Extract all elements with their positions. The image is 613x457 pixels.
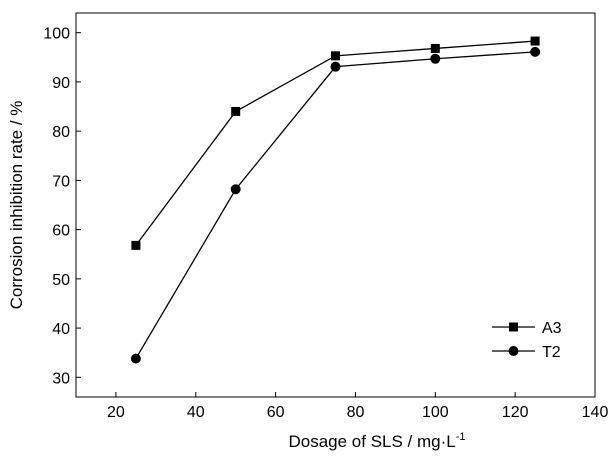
legend-marker <box>508 346 519 356</box>
y-tick-label: 90 <box>52 75 70 92</box>
legend-marker <box>509 322 518 332</box>
series-t2-point <box>330 61 341 72</box>
y-axis-ticks: 30 40 50 60 70 80 90 100 <box>43 26 81 387</box>
y-tick-label: 50 <box>52 272 70 289</box>
series-a3-point <box>430 43 440 53</box>
y-tick-label: 60 <box>52 223 70 240</box>
plot-frame <box>75 12 596 398</box>
y-tick-label: 100 <box>43 26 70 43</box>
y-tick-label: 30 <box>52 370 70 387</box>
legend-entry-t2: T2 <box>492 344 561 361</box>
series-t2-point <box>430 53 441 64</box>
legend-label: A3 <box>542 320 562 337</box>
x-axis-ticks: 20 40 60 80 100 120 140 <box>107 392 608 421</box>
legend-entry-a3: A3 <box>492 320 562 337</box>
series-a3-point <box>231 106 241 116</box>
x-tick-label: 120 <box>502 404 529 421</box>
y-tick-label: 80 <box>52 124 70 141</box>
series-layer <box>130 36 541 364</box>
series-t2 <box>130 46 541 364</box>
series-a3-line <box>135 40 536 246</box>
series-t2-point <box>130 353 141 364</box>
series-t2-line <box>135 51 536 359</box>
series-a3 <box>131 36 540 250</box>
x-tick-label: 20 <box>107 404 125 421</box>
x-tick-label: 80 <box>347 404 365 421</box>
x-axis-label: Dosage of SLS / mg·L-1 <box>288 431 465 451</box>
series-t2-point <box>530 46 541 57</box>
y-tick-label: 40 <box>52 321 70 338</box>
x-tick-label: 60 <box>267 404 285 421</box>
series-a3-point <box>331 51 340 61</box>
x-tick-label: 140 <box>582 404 609 421</box>
series-a3-point <box>530 36 540 46</box>
series-t2-point <box>230 184 241 195</box>
series-a3-point <box>131 240 141 250</box>
y-axis-label: Corrosion inhibition rate / % <box>7 101 26 310</box>
legend-label: T2 <box>542 344 561 361</box>
y-tick-label: 70 <box>52 173 70 190</box>
x-axis-label-superscript: -1 <box>456 431 466 443</box>
x-tick-label: 100 <box>422 404 449 421</box>
x-tick-label: 40 <box>187 404 205 421</box>
